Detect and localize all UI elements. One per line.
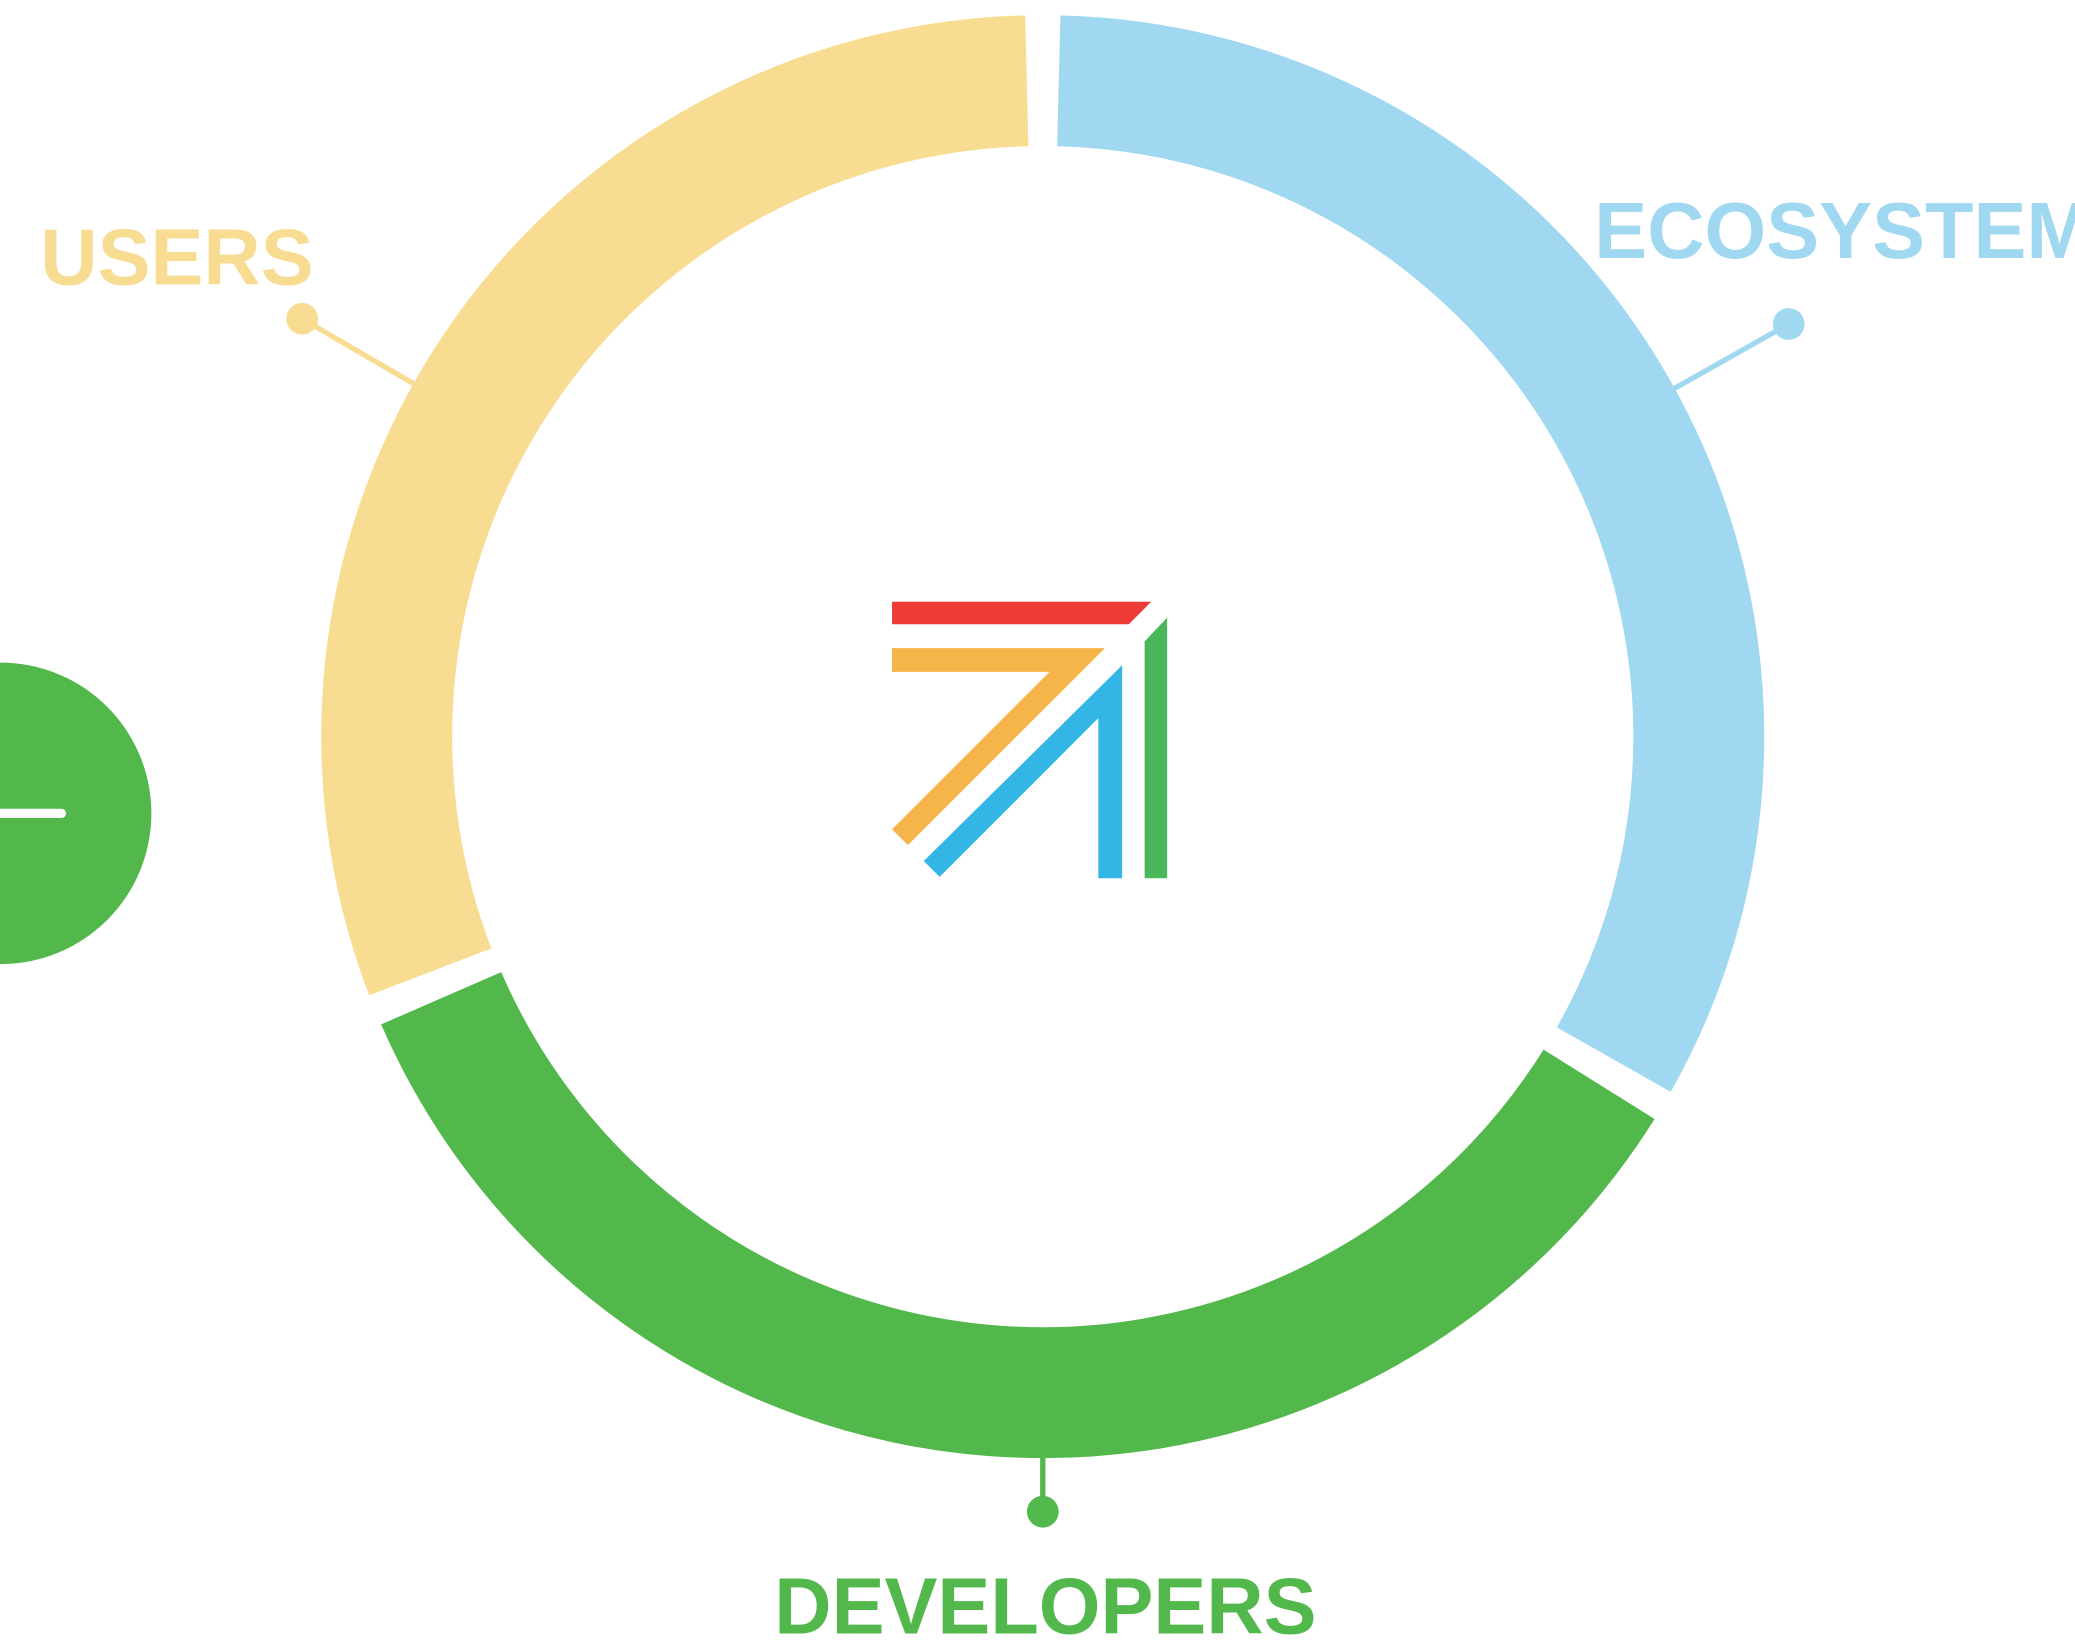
logo-green [1144, 617, 1168, 879]
users-connector [300, 316, 415, 386]
developers-segment [381, 972, 1655, 1459]
developers-dot [1026, 1495, 1059, 1528]
logo [892, 601, 1168, 879]
ring [321, 15, 1765, 1459]
developers-label: DEVELOPERS [774, 1561, 1316, 1640]
logo-blue [923, 665, 1123, 879]
users-dot [286, 302, 319, 335]
users-label: USERS [40, 212, 313, 301]
logo-orange [892, 648, 1105, 846]
ecosystem-dot [1772, 308, 1805, 340]
ecosystem-label: ECOSYSTEM [1594, 186, 2075, 275]
ecosystem-segment [1057, 15, 1765, 1092]
users-segment [321, 15, 1029, 996]
logo-red [892, 601, 1152, 625]
ecosystem-connector [1672, 321, 1791, 392]
side-circle [0, 662, 152, 965]
